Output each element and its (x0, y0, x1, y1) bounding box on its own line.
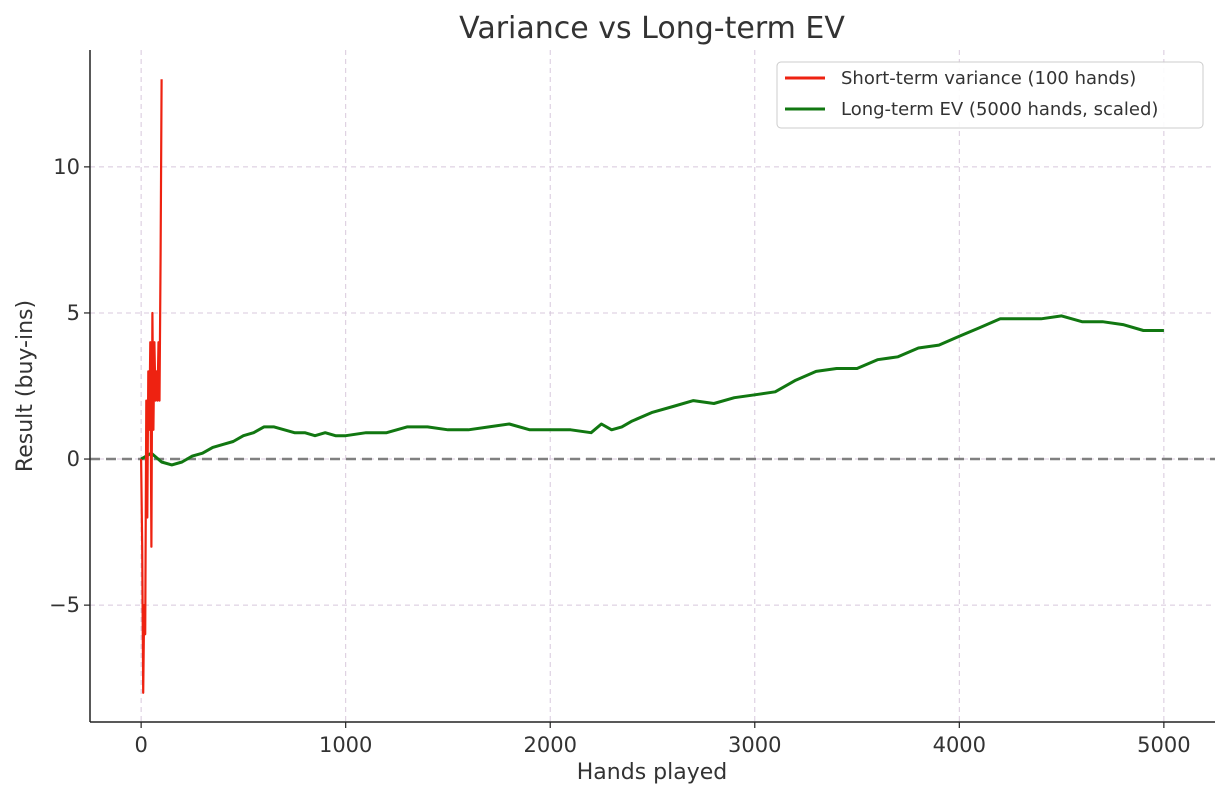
x-tick-label-5: 5000 (1137, 733, 1190, 757)
y-tick-label-3: 10 (53, 155, 80, 179)
y-tick-label-2: 5 (67, 301, 80, 325)
y-tick-label-0: −5 (49, 593, 80, 617)
x-tick-label-2: 2000 (524, 733, 577, 757)
series-layer (140, 79, 1164, 694)
legend-box (776, 61, 1204, 129)
axes (84, 50, 1215, 728)
y-axis-label: Result (buy-ins) (13, 300, 38, 472)
legend: Short-term variance (100 hands) Long-term… (776, 61, 1204, 129)
legend-label-0: Short-term variance (100 hands) (841, 68, 1136, 89)
y-tick-label-1: 0 (67, 447, 80, 471)
x-tick-label-0: 0 (134, 733, 147, 757)
tick-labels: 0 1000 2000 3000 4000 5000 −5 0 5 10 (49, 155, 1191, 757)
x-tick-label-3: 3000 (728, 733, 781, 757)
x-tick-label-4: 4000 (933, 733, 986, 757)
x-axis-label: Hands played (577, 760, 727, 785)
chart-title: Variance vs Long-term EV (459, 11, 845, 46)
series-line-long-term (140, 314, 1164, 467)
legend-label-1: Long-term EV (5000 hands, scaled) (841, 99, 1158, 120)
series-line-short-term (140, 79, 163, 694)
x-tick-label-1: 1000 (319, 733, 372, 757)
